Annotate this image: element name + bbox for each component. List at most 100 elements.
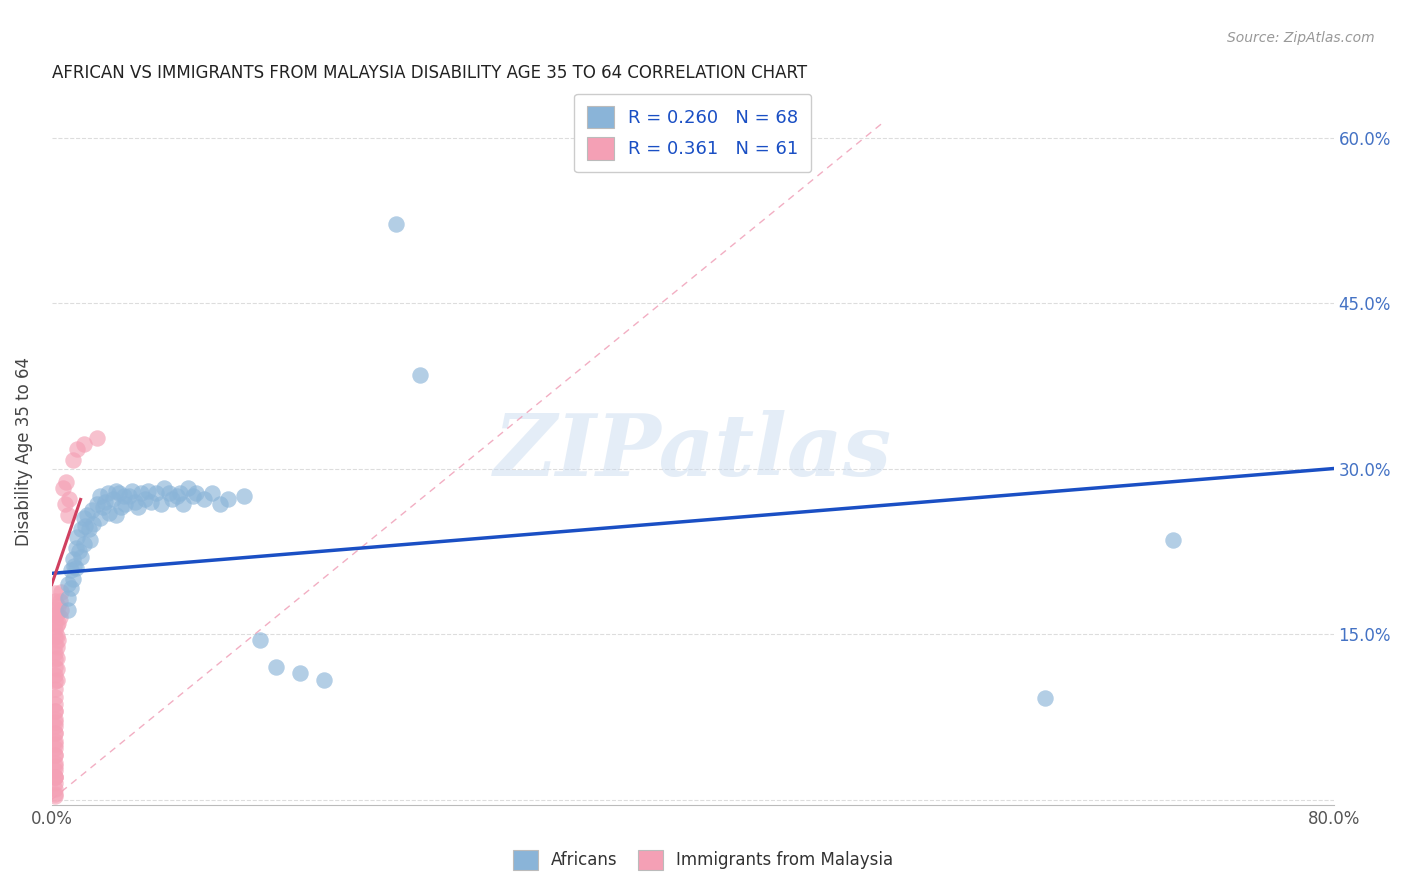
Point <box>73 511 96 525</box>
Point <box>62 572 84 586</box>
Point <box>75 519 97 533</box>
Point <box>136 483 159 498</box>
Point <box>44 615 66 630</box>
Point <box>44 726 66 740</box>
Point <box>69 549 91 564</box>
Point <box>233 489 256 503</box>
Point <box>80 503 103 517</box>
Point <box>65 541 87 555</box>
Point <box>59 563 82 577</box>
Point <box>62 452 84 467</box>
Point <box>160 492 183 507</box>
Point <box>153 482 176 496</box>
Point <box>44 646 66 660</box>
Point <box>166 489 188 503</box>
Point <box>55 475 77 489</box>
Point <box>45 629 67 643</box>
Point <box>45 651 67 665</box>
Point <box>56 603 79 617</box>
Point <box>145 485 167 500</box>
Legend: Africans, Immigrants from Malaysia: Africans, Immigrants from Malaysia <box>506 843 900 877</box>
Y-axis label: Disability Age 35 to 64: Disability Age 35 to 64 <box>15 358 32 547</box>
Point <box>44 631 66 645</box>
Point <box>44 715 66 730</box>
Point <box>44 586 66 600</box>
Point <box>44 763 66 777</box>
Point <box>44 738 66 752</box>
Point <box>172 497 194 511</box>
Point <box>104 508 127 522</box>
Point <box>86 497 108 511</box>
Point <box>121 483 143 498</box>
Point <box>56 577 79 591</box>
Point <box>44 789 66 804</box>
Point <box>82 516 104 531</box>
Point <box>114 497 136 511</box>
Point <box>177 482 200 496</box>
Point <box>44 759 66 773</box>
Point <box>44 787 66 801</box>
Point <box>385 217 408 231</box>
Point <box>46 615 69 630</box>
Point <box>44 594 66 608</box>
Point <box>45 640 67 655</box>
Point <box>149 497 172 511</box>
Point <box>46 632 69 647</box>
Point <box>44 726 66 740</box>
Point <box>45 662 67 676</box>
Point <box>184 485 207 500</box>
Point <box>63 558 86 573</box>
Point <box>45 673 67 688</box>
Point <box>44 718 66 732</box>
Point <box>249 632 271 647</box>
Point <box>118 489 141 503</box>
Point <box>127 500 149 515</box>
Point <box>93 494 115 508</box>
Point <box>49 610 72 624</box>
Point <box>157 485 180 500</box>
Point <box>44 704 66 718</box>
Point <box>409 368 432 382</box>
Point <box>49 594 72 608</box>
Point <box>73 536 96 550</box>
Point <box>264 660 287 674</box>
Point <box>1033 691 1056 706</box>
Point <box>77 522 100 536</box>
Point <box>131 485 153 500</box>
Point <box>124 494 146 508</box>
Point <box>51 603 73 617</box>
Point <box>45 607 67 622</box>
Point <box>98 506 121 520</box>
Point <box>56 508 79 522</box>
Point <box>51 585 73 599</box>
Point <box>44 781 66 796</box>
Point <box>169 485 191 500</box>
Point <box>91 500 114 515</box>
Point <box>44 748 66 763</box>
Point <box>110 500 132 515</box>
Point <box>46 599 69 614</box>
Point <box>89 489 111 503</box>
Point <box>108 485 131 500</box>
Point <box>314 673 336 688</box>
Point <box>44 734 66 748</box>
Point <box>45 618 67 632</box>
Point <box>44 638 66 652</box>
Point <box>44 660 66 674</box>
Point <box>69 522 91 536</box>
Text: ZIPatlas: ZIPatlas <box>494 410 891 494</box>
Point <box>62 552 84 566</box>
Point <box>52 482 75 496</box>
Point <box>89 511 111 525</box>
Point <box>139 494 162 508</box>
Point <box>181 489 204 503</box>
Point <box>44 601 66 615</box>
Point <box>44 712 66 726</box>
Point <box>201 485 224 500</box>
Point <box>288 665 311 680</box>
Point <box>66 442 89 456</box>
Point <box>44 740 66 755</box>
Point <box>44 682 66 697</box>
Point <box>97 485 120 500</box>
Point <box>66 530 89 544</box>
